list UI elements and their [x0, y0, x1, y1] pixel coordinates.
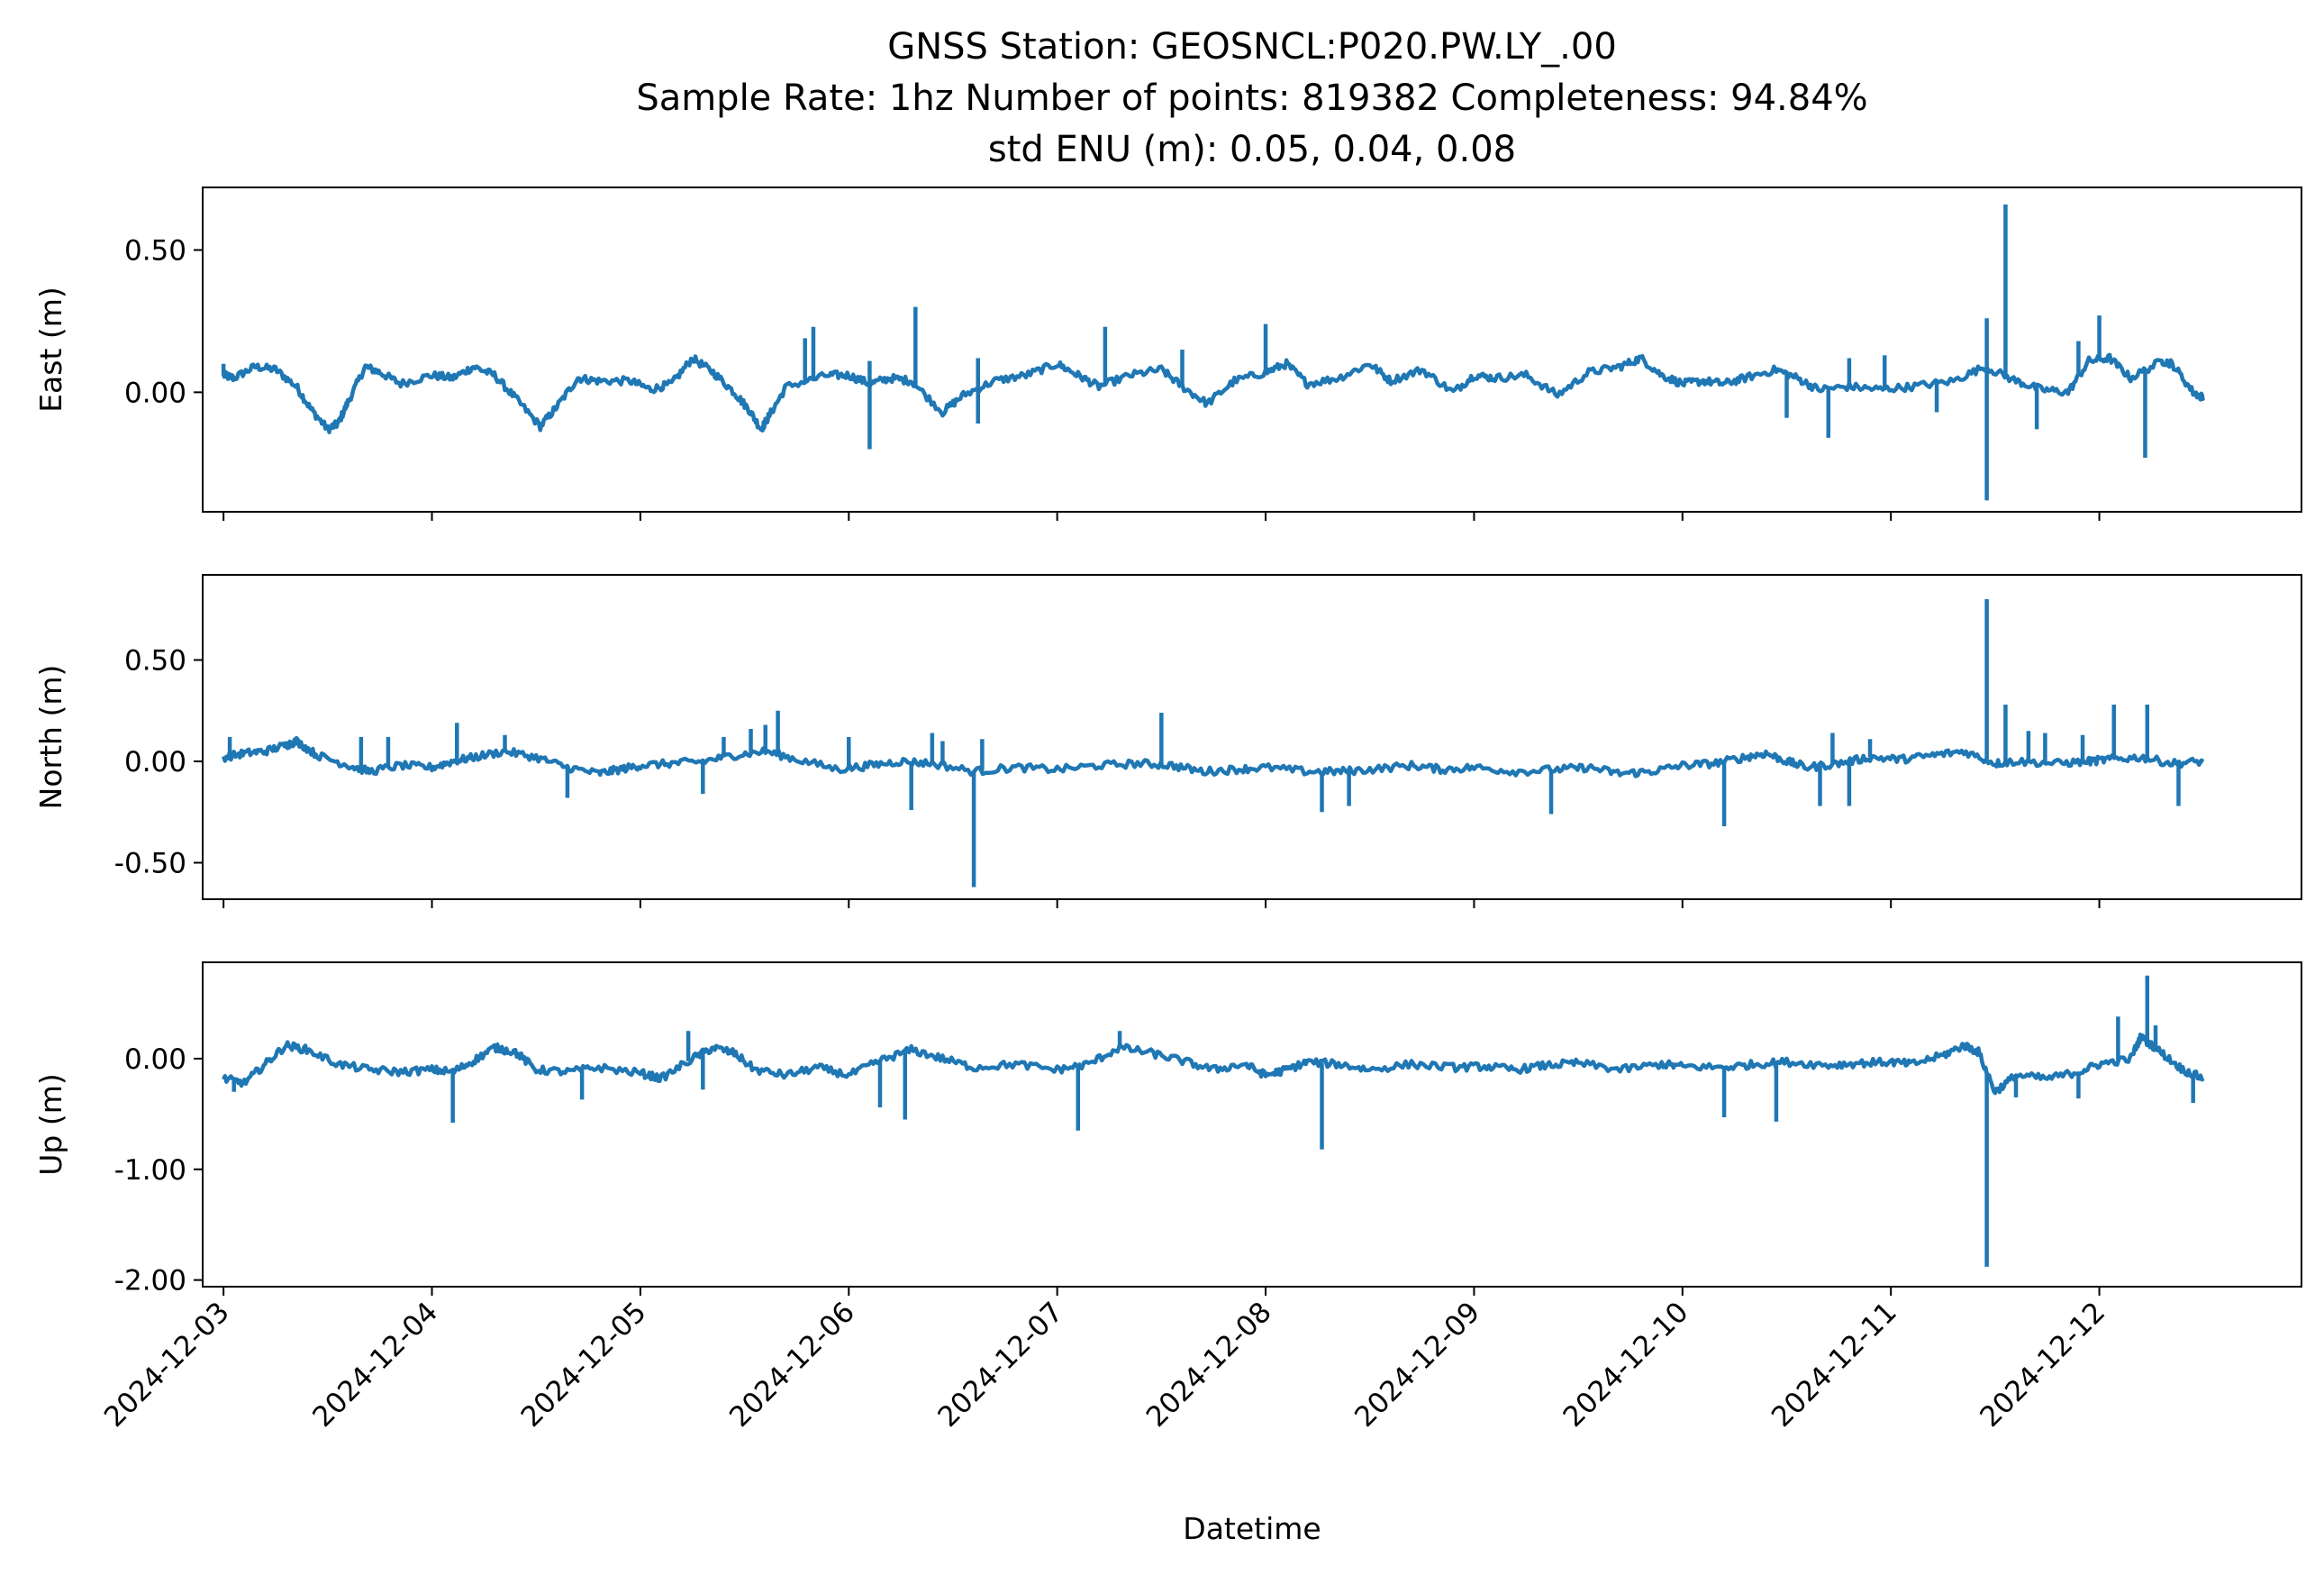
north-y-tick-label-0: 0.50: [124, 645, 186, 678]
north-subplot: 0.50 0.00 -0.50 North (m): [33, 574, 2302, 908]
north-axes-frame: [202, 574, 2302, 900]
east-series-group: [221, 204, 2206, 501]
east-y-tick-label-1: 0.00: [124, 377, 186, 409]
up-series-line: [222, 1033, 2205, 1096]
north-series-line: [221, 735, 2205, 778]
up-y-axis-label: Up (m): [33, 1073, 68, 1176]
title-line-3: std ENU (m): 0.05, 0.04, 0.08: [988, 129, 1516, 170]
north-series-group: [221, 599, 2205, 888]
up-y-tick-label-2: -2.00: [114, 1265, 186, 1297]
up-y-tick-label-1: -1.00: [114, 1154, 186, 1187]
title-line-1: GNSS Station: GEOSNCL:P020.PW.LY_.00: [887, 26, 1617, 68]
north-y-tick-label-1: 0.00: [124, 746, 186, 778]
north-y-tick-label-2: -0.50: [114, 848, 186, 880]
east-series-line: [221, 352, 2206, 434]
x-axis-label: Datetime: [1183, 1511, 1321, 1546]
east-y-axis-label: East (m): [33, 287, 68, 413]
up-subplot: 0.00 -1.00 -2.00 Up (m): [33, 961, 2302, 1297]
title-line-2: Sample Rate: 1hz Number of points: 81938…: [636, 77, 1867, 119]
up-axes-frame: [202, 961, 2302, 1288]
east-y-tick-label-0: 0.50: [124, 234, 186, 267]
chart-title: GNSS Station: GEOSNCL:P020.PW.LY_.00 Sam…: [636, 26, 1867, 170]
east-axes-frame: [202, 187, 2302, 513]
up-series-group: [222, 975, 2205, 1267]
east-subplot: 0.50 0.00 East (m): [33, 187, 2302, 521]
north-y-axis-label: North (m): [33, 665, 68, 810]
up-y-tick-label-0: 0.00: [124, 1043, 186, 1076]
